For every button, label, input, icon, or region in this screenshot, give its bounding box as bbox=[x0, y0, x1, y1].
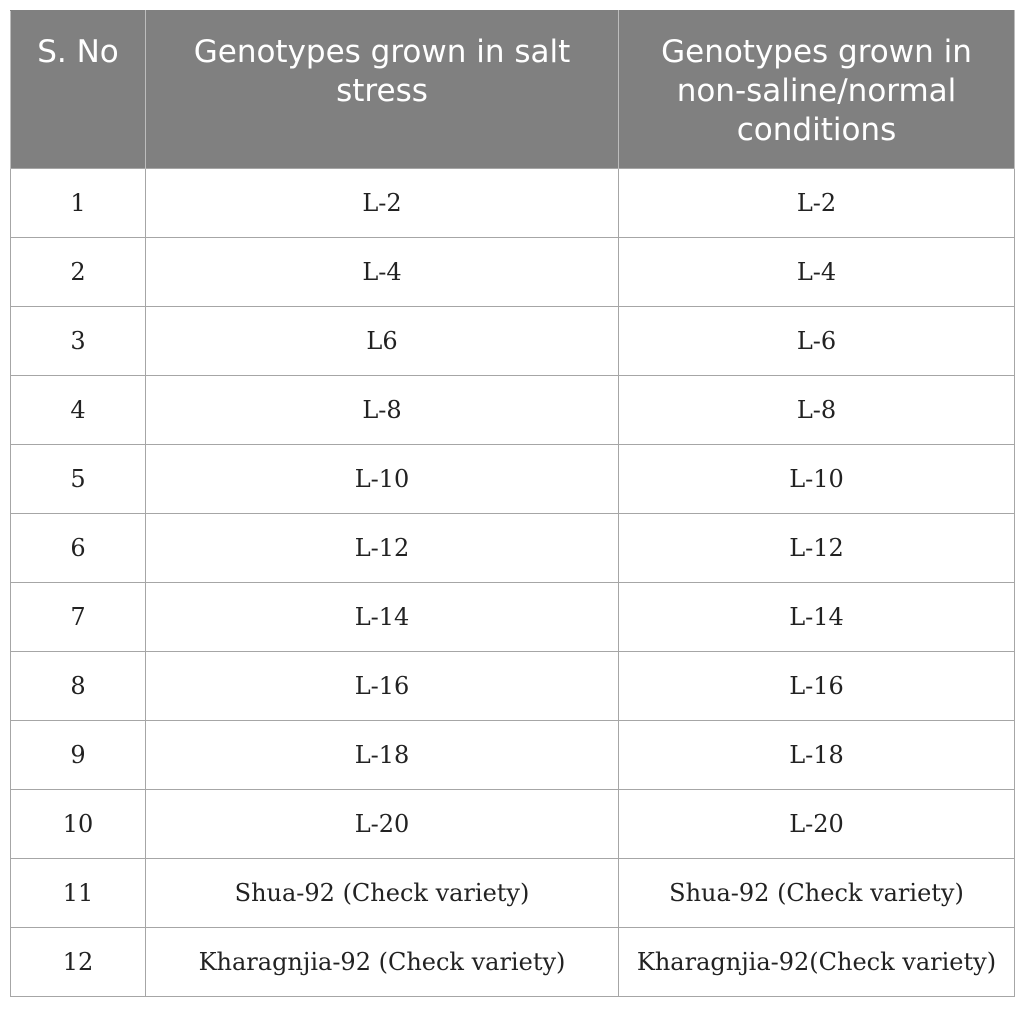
serial-number-cell: 11 bbox=[10, 858, 146, 928]
normal-genotype-cell: L-18 bbox=[618, 720, 1015, 790]
salt-stress-genotype-cell: L-10 bbox=[145, 444, 619, 514]
serial-number-cell: 6 bbox=[10, 513, 146, 583]
table-row: 7 L-14 L-14 bbox=[10, 582, 1015, 652]
table-row: 11 Shua-92 (Check variety) Shua-92 (Chec… bbox=[10, 858, 1015, 928]
normal-genotype-cell: L-14 bbox=[618, 582, 1015, 652]
salt-stress-genotype-cell: Kharagnjia-92 (Check variety) bbox=[145, 927, 619, 997]
normal-genotype-cell: L-6 bbox=[618, 306, 1015, 376]
table-row: 6 L-12 L-12 bbox=[10, 513, 1015, 583]
header-salt-stress-label: Genotypes grown in salt stress bbox=[193, 34, 571, 109]
serial-number-cell: 3 bbox=[10, 306, 146, 376]
table-row: 5 L-10 L-10 bbox=[10, 444, 1015, 514]
normal-genotype-cell: Shua-92 (Check variety) bbox=[618, 858, 1015, 928]
table-row: 8 L-16 L-16 bbox=[10, 651, 1015, 721]
table-body: 1 L-2 L-2 2 L-4 L-4 3 L6 L-6 4 L-8 L-8 5… bbox=[10, 168, 1015, 997]
salt-stress-genotype-cell: L6 bbox=[145, 306, 619, 376]
genotypes-table: S. No Genotypes grown in salt stress Gen… bbox=[10, 10, 1015, 997]
salt-stress-genotype-cell: L-16 bbox=[145, 651, 619, 721]
normal-genotype-cell: L-10 bbox=[618, 444, 1015, 514]
serial-number-cell: 1 bbox=[10, 168, 146, 238]
salt-stress-genotype-cell: L-20 bbox=[145, 789, 619, 859]
table-row: 3 L6 L-6 bbox=[10, 306, 1015, 376]
header-salt-stress: Genotypes grown in salt stress bbox=[145, 10, 619, 169]
serial-number-cell: 2 bbox=[10, 237, 146, 307]
serial-number-cell: 10 bbox=[10, 789, 146, 859]
table-header: S. No Genotypes grown in salt stress Gen… bbox=[10, 10, 1015, 169]
serial-number-cell: 7 bbox=[10, 582, 146, 652]
serial-number-cell: 4 bbox=[10, 375, 146, 445]
salt-stress-genotype-cell: L-4 bbox=[145, 237, 619, 307]
table-row: 10 L-20 L-20 bbox=[10, 789, 1015, 859]
serial-number-cell: 9 bbox=[10, 720, 146, 790]
table-row: 2 L-4 L-4 bbox=[10, 237, 1015, 307]
table-row: 9 L-18 L-18 bbox=[10, 720, 1015, 790]
header-row: S. No Genotypes grown in salt stress Gen… bbox=[10, 10, 1015, 169]
salt-stress-genotype-cell: L-14 bbox=[145, 582, 619, 652]
serial-number-cell: 8 bbox=[10, 651, 146, 721]
normal-genotype-cell: Kharagnjia-92(Check variety) bbox=[618, 927, 1015, 997]
salt-stress-genotype-cell: L-2 bbox=[145, 168, 619, 238]
normal-genotype-cell: L-2 bbox=[618, 168, 1015, 238]
salt-stress-genotype-cell: L-18 bbox=[145, 720, 619, 790]
normal-genotype-cell: L-16 bbox=[618, 651, 1015, 721]
salt-stress-genotype-cell: Shua-92 (Check variety) bbox=[145, 858, 619, 928]
serial-number-cell: 12 bbox=[10, 927, 146, 997]
table-row: 4 L-8 L-8 bbox=[10, 375, 1015, 445]
serial-number-cell: 5 bbox=[10, 444, 146, 514]
header-serial-number: S. No bbox=[10, 10, 146, 169]
normal-genotype-cell: L-4 bbox=[618, 237, 1015, 307]
salt-stress-genotype-cell: L-12 bbox=[145, 513, 619, 583]
table-row: 1 L-2 L-2 bbox=[10, 168, 1015, 238]
salt-stress-genotype-cell: L-8 bbox=[145, 375, 619, 445]
normal-genotype-cell: L-8 bbox=[618, 375, 1015, 445]
header-normal-conditions-label: Genotypes grown in non-saline/normal con… bbox=[661, 34, 972, 148]
normal-genotype-cell: L-12 bbox=[618, 513, 1015, 583]
table-row: 12 Kharagnjia-92 (Check variety) Kharagn… bbox=[10, 927, 1015, 997]
header-serial-number-label: S. No bbox=[37, 34, 119, 70]
normal-genotype-cell: L-20 bbox=[618, 789, 1015, 859]
header-normal-conditions: Genotypes grown in non-saline/normal con… bbox=[618, 10, 1015, 169]
